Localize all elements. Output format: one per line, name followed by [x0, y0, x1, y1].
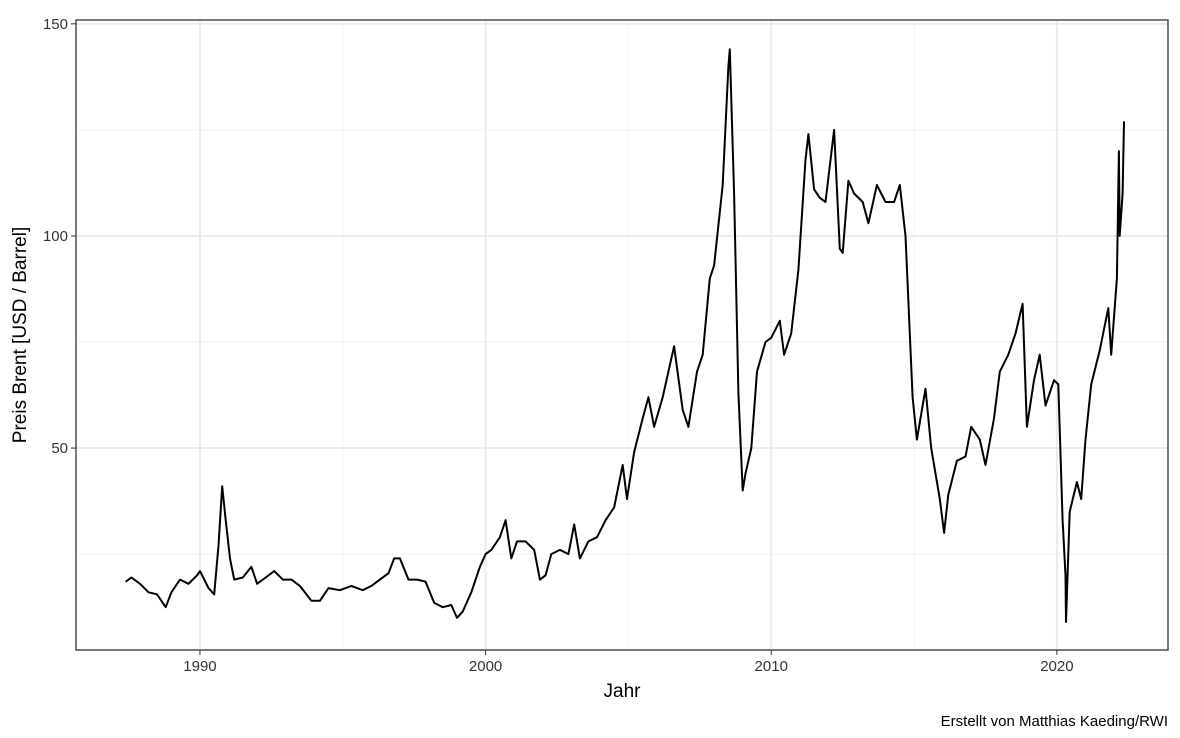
x-tick-label: 1990 — [183, 658, 216, 675]
x-tick-label: 2000 — [469, 658, 502, 675]
y-axis-title: Preis Brent [USD / Barrel] — [10, 227, 31, 443]
y-tick-label: 100 — [43, 228, 68, 245]
y-tick-label: 50 — [51, 440, 68, 457]
x-tick-label: 2020 — [1040, 658, 1073, 675]
y-tick-label: 150 — [43, 16, 68, 33]
x-tick-label: 2010 — [755, 658, 788, 675]
caption: Erstellt von Matthias Kaeding/RWI — [941, 713, 1168, 730]
panel-border — [75, 19, 1169, 651]
x-axis-title: Jahr — [604, 681, 642, 702]
line — [125, 48, 1125, 623]
